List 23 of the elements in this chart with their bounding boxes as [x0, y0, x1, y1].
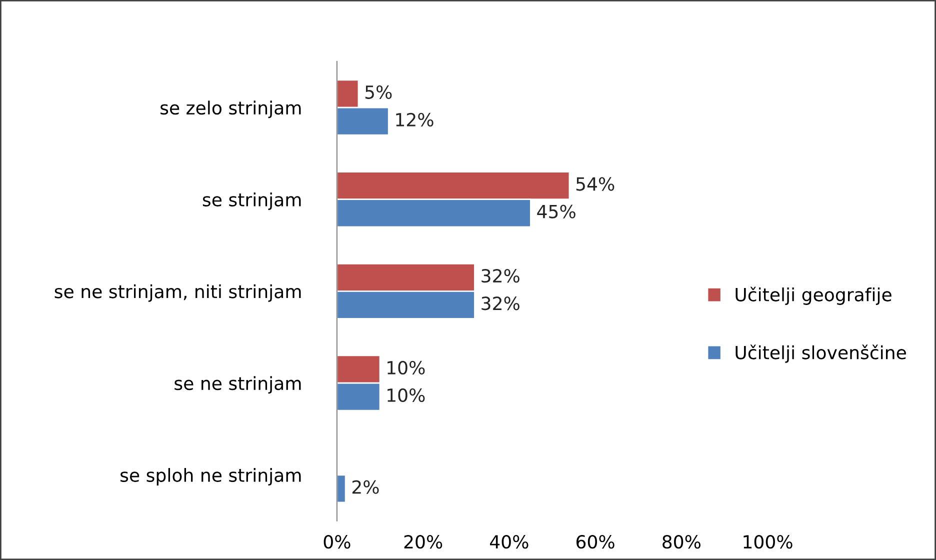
data-label: 45%	[537, 204, 576, 218]
y-tick-label: se zelo strinjam	[160, 100, 301, 118]
bar	[336, 474, 346, 504]
y-tick-label: se ne strinjam, niti strinjam	[54, 284, 301, 302]
y-tick-label: se sploh ne strinjam	[120, 468, 301, 486]
x-tick-label: 40%	[490, 535, 528, 549]
data-label: 2%	[352, 480, 379, 494]
data-label: 32%	[482, 296, 520, 310]
data-label: 5%	[365, 85, 392, 99]
x-tick-label: 20%	[404, 535, 442, 549]
x-tick-label: 0%	[324, 535, 350, 549]
legend-label: Učitelji slovenščine	[736, 344, 906, 363]
x-tick-label: 80%	[662, 535, 700, 549]
data-label: 32%	[482, 269, 520, 283]
data-label: 10%	[388, 388, 425, 402]
x-tick-label: 60%	[576, 535, 614, 549]
legend-label: Učitelji geografije	[736, 286, 892, 305]
x-tick-label: 100%	[744, 535, 792, 549]
y-tick-label: se strinjam	[202, 192, 301, 210]
data-label: 54%	[576, 177, 614, 191]
data-label: 10%	[388, 360, 425, 375]
data-label: 12%	[396, 112, 434, 127]
y-tick-label: se ne strinjam	[174, 376, 301, 394]
